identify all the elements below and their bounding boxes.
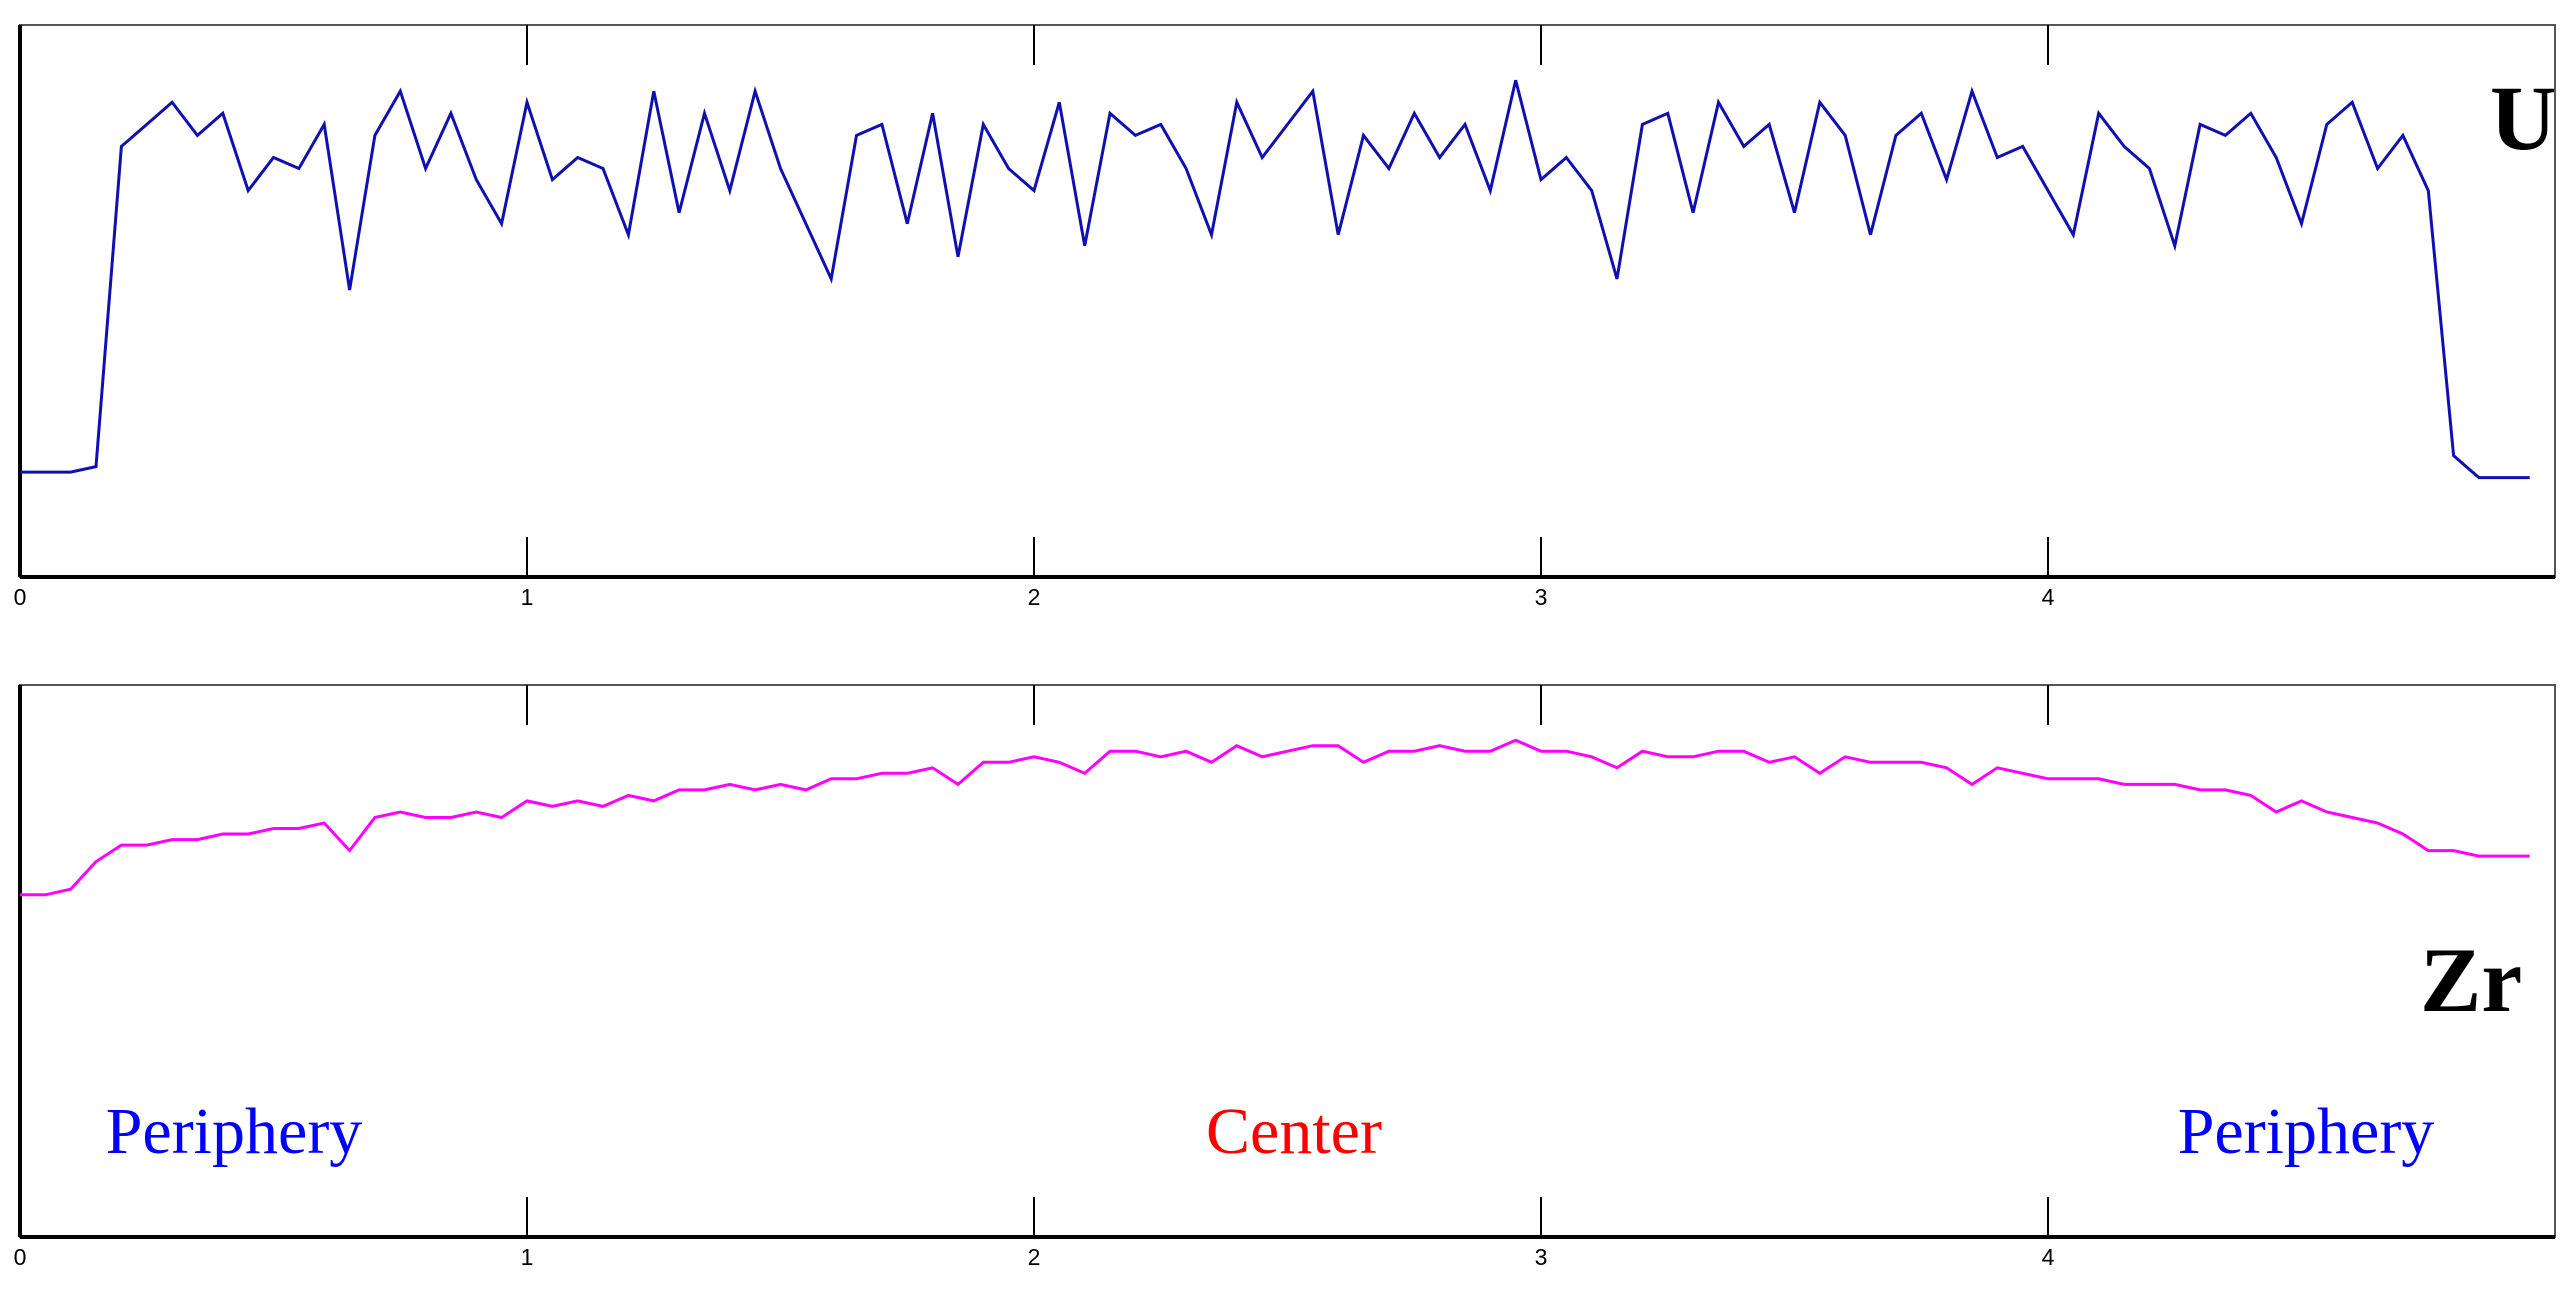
annotation: Periphery (106, 1095, 363, 1168)
x-tick-label: 0 (14, 584, 27, 610)
x-tick-label: 4 (2042, 584, 2055, 610)
x-tick-label: 2 (1028, 584, 1041, 610)
annotation: Periphery (2178, 1095, 2435, 1168)
x-tick-label: 0 (14, 1244, 27, 1270)
annotation: Center (1206, 1095, 1382, 1168)
x-tick-label: 2 (1028, 1244, 1041, 1270)
element-label: Zr (2420, 929, 2522, 1031)
x-tick-label: 3 (1535, 584, 1548, 610)
plot-frame (19, 24, 2556, 578)
x-tick-label: 4 (2042, 1244, 2055, 1270)
data-line (20, 79, 2530, 480)
x-tick-label: 1 (521, 584, 534, 610)
data-line (20, 738, 2530, 897)
x-tick-label: 1 (521, 1244, 534, 1270)
x-tick-label: 3 (1535, 1244, 1548, 1270)
element-label: U (2490, 67, 2556, 169)
